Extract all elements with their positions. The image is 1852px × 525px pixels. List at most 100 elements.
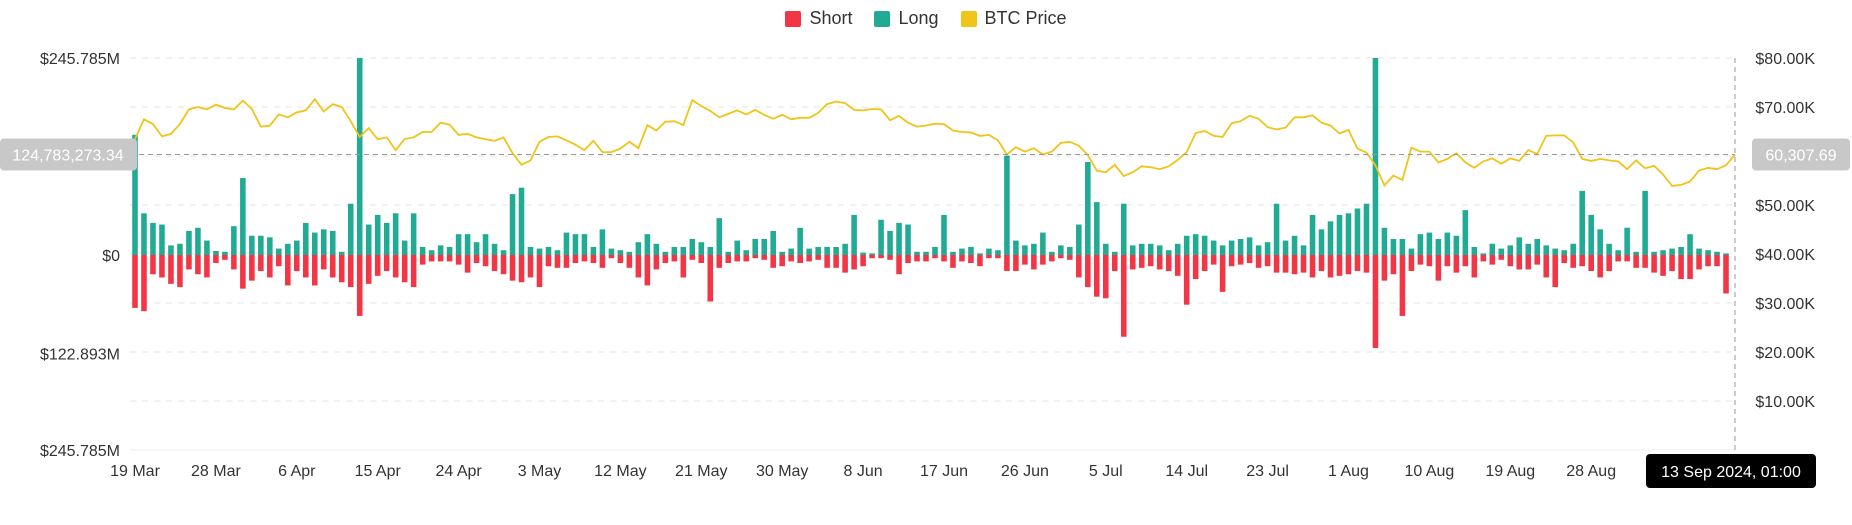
short-bar[interactable] <box>1354 255 1361 272</box>
short-bar[interactable] <box>950 255 956 268</box>
short-bar[interactable] <box>1624 255 1630 262</box>
legend-item-long[interactable]: Long <box>874 8 939 29</box>
long-bar[interactable] <box>482 234 489 255</box>
short-bar[interactable] <box>1408 255 1415 272</box>
long-bar[interactable] <box>707 246 714 255</box>
long-bar[interactable] <box>240 178 246 255</box>
short-bar[interactable] <box>1147 255 1154 267</box>
short-bar[interactable] <box>464 255 471 273</box>
long-bar[interactable] <box>329 230 336 255</box>
short-bar[interactable] <box>1120 255 1127 337</box>
long-bar[interactable] <box>878 219 884 255</box>
short-bar[interactable] <box>1462 255 1469 267</box>
long-bar[interactable] <box>1633 251 1639 255</box>
short-bar[interactable] <box>150 255 156 275</box>
long-bar[interactable] <box>338 251 345 255</box>
long-bar[interactable] <box>779 251 785 255</box>
short-bar[interactable] <box>833 255 839 268</box>
long-bar[interactable] <box>941 214 947 255</box>
short-bar[interactable] <box>500 255 507 275</box>
long-bar[interactable] <box>455 234 462 255</box>
long-bar[interactable] <box>1004 155 1010 255</box>
long-bar[interactable] <box>698 242 705 255</box>
long-bar[interactable] <box>410 213 417 255</box>
short-bar[interactable] <box>779 255 785 267</box>
short-bar[interactable] <box>186 255 192 270</box>
short-bar[interactable] <box>545 255 552 267</box>
short-bar[interactable] <box>141 255 147 312</box>
short-bar[interactable] <box>419 255 426 265</box>
short-bar[interactable] <box>509 255 516 281</box>
short-bar[interactable] <box>995 255 1001 259</box>
short-bar[interactable] <box>1642 255 1648 268</box>
long-bar[interactable] <box>1597 229 1603 255</box>
long-bar[interactable] <box>1192 234 1199 255</box>
short-bar[interactable] <box>267 255 273 278</box>
long-bar[interactable] <box>797 227 803 255</box>
short-bar[interactable] <box>1489 255 1496 265</box>
short-bar[interactable] <box>347 255 354 288</box>
short-bar[interactable] <box>959 255 965 262</box>
short-bar[interactable] <box>392 255 399 278</box>
short-bar[interactable] <box>878 255 884 259</box>
long-bar[interactable] <box>995 250 1001 255</box>
short-bar[interactable] <box>410 255 417 288</box>
long-bar[interactable] <box>770 230 776 255</box>
short-bar[interactable] <box>518 255 525 283</box>
long-bar[interactable] <box>716 218 723 255</box>
short-bar[interactable] <box>1291 255 1298 275</box>
long-bar[interactable] <box>1031 243 1037 255</box>
long-bar[interactable] <box>1085 162 1091 255</box>
short-bar[interactable] <box>1714 255 1720 267</box>
short-bar[interactable] <box>653 255 660 270</box>
short-bar[interactable] <box>914 255 920 262</box>
long-bar[interactable] <box>959 248 965 255</box>
long-bar[interactable] <box>1318 229 1325 255</box>
long-bar[interactable] <box>1390 238 1397 255</box>
legend-item-btc-price[interactable]: BTC Price <box>960 8 1067 29</box>
long-bar[interactable] <box>303 222 309 255</box>
short-bar[interactable] <box>294 255 300 272</box>
long-bar[interactable] <box>905 224 911 255</box>
long-bar[interactable] <box>968 246 974 255</box>
long-bar[interactable] <box>1246 237 1253 255</box>
short-bar[interactable] <box>743 255 750 262</box>
long-bar[interactable] <box>1022 245 1028 255</box>
short-bar[interactable] <box>383 255 390 272</box>
short-bar[interactable] <box>1255 255 1262 268</box>
long-bar[interactable] <box>168 245 174 255</box>
short-bar[interactable] <box>258 255 264 272</box>
long-bar[interactable] <box>1453 235 1460 255</box>
short-bar[interactable] <box>1264 255 1271 267</box>
long-bar[interactable] <box>842 243 848 255</box>
short-bar[interactable] <box>338 255 345 283</box>
long-bar[interactable] <box>536 248 543 255</box>
short-bar[interactable] <box>482 255 489 267</box>
short-bar[interactable] <box>1219 255 1226 292</box>
long-bar[interactable] <box>851 214 857 255</box>
long-bar[interactable] <box>1399 238 1406 255</box>
short-bar[interactable] <box>1507 255 1514 267</box>
long-bar[interactable] <box>1210 240 1217 255</box>
long-bar[interactable] <box>446 246 453 255</box>
long-bar[interactable] <box>644 234 651 255</box>
long-bar[interactable] <box>581 234 588 255</box>
short-bar[interactable] <box>1318 255 1325 272</box>
long-bar[interactable] <box>1094 202 1100 255</box>
short-bar[interactable] <box>896 255 902 275</box>
long-bar[interactable] <box>689 238 696 255</box>
long-bar[interactable] <box>1049 251 1055 255</box>
long-bar[interactable] <box>132 134 138 255</box>
short-bar[interactable] <box>132 255 138 308</box>
long-bar[interactable] <box>824 246 830 255</box>
short-bar[interactable] <box>1543 255 1550 278</box>
short-bar[interactable] <box>1327 255 1334 278</box>
short-bar[interactable] <box>869 255 875 259</box>
long-bar[interactable] <box>267 237 273 255</box>
short-bar[interactable] <box>365 255 372 284</box>
long-bar[interactable] <box>374 214 381 255</box>
long-bar[interactable] <box>1291 235 1298 255</box>
short-bar[interactable] <box>1687 255 1693 280</box>
short-bar[interactable] <box>240 255 246 289</box>
short-bar[interactable] <box>1076 255 1082 278</box>
